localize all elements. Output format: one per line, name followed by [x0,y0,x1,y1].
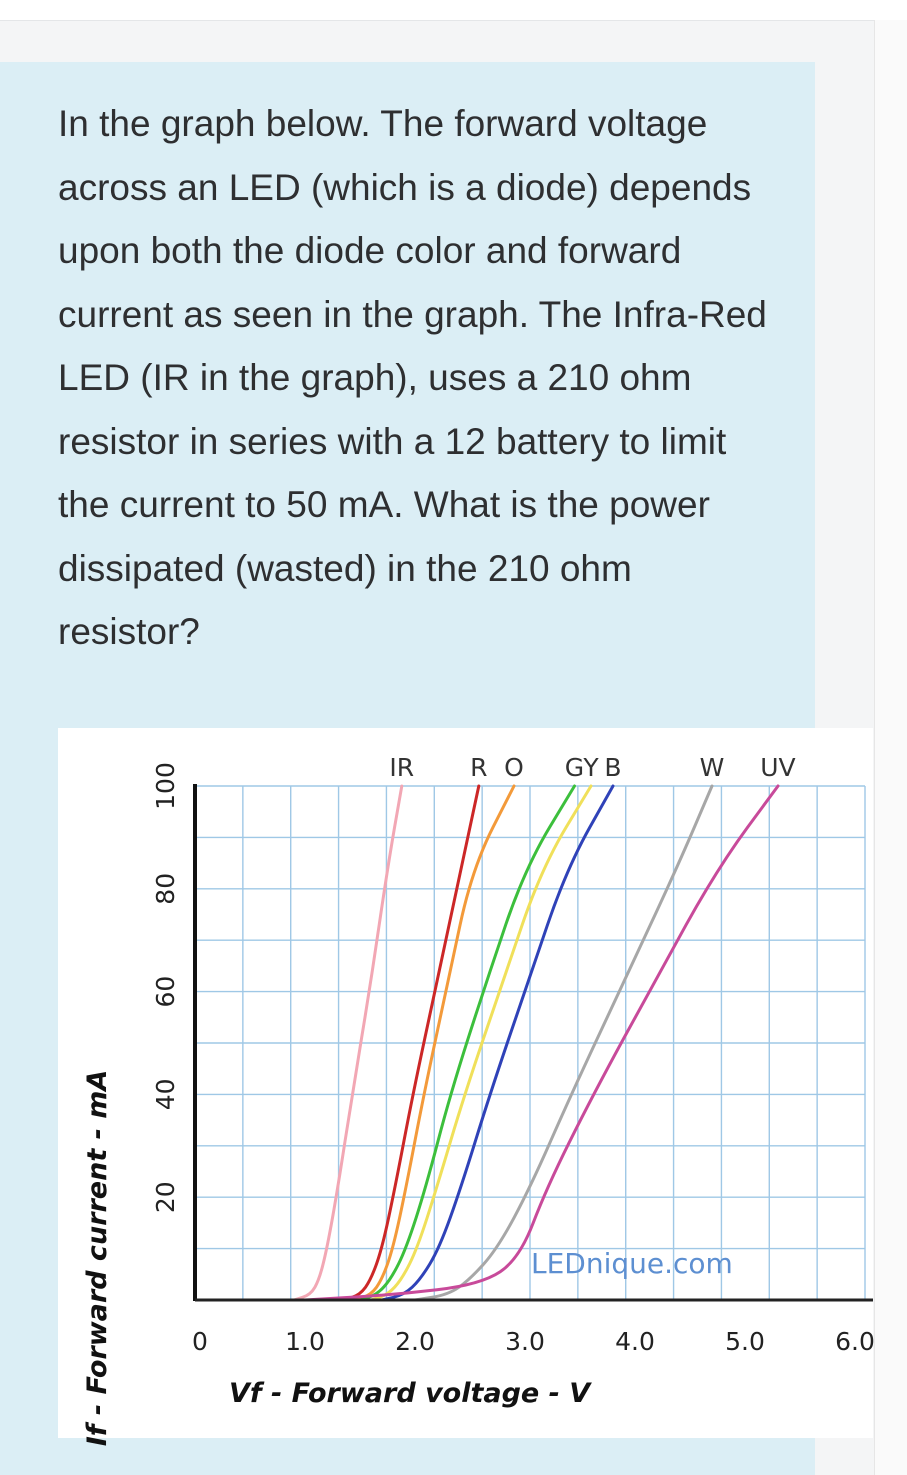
curve-label-uv: UV [760,753,795,782]
curve-label-r: R [470,753,487,782]
x-tick-label: 5.0 [725,1327,765,1356]
curve-o [353,784,516,1302]
y-tick-label: 40 [151,1078,180,1110]
led-iv-chart: IR R O G Y B W UV 20 40 60 80 100 0 1.0 2.0 3.0 4.0 5.0 6.… [82,753,875,1446]
curve-w [413,784,714,1302]
curve-ir [292,784,404,1302]
curve-label-ir: IR [389,753,414,782]
y-tick-label: 60 [151,976,180,1008]
scrollbar-track[interactable] [874,20,907,1475]
chart-panel: IR R O G Y B W UV 20 40 60 80 100 0 1.0 2.0 3.0 4.0 5.0 6.… [58,728,875,1446]
x-tick-label: 0 [192,1327,208,1356]
curve-label-b: B [604,753,621,782]
curve-label-w: W [700,753,725,782]
y-tick-label: 100 [151,762,180,810]
y-tick-label: 80 [151,873,180,905]
y-tick-label: 20 [151,1181,180,1213]
watermark: LEDnique.com [531,1247,733,1280]
curve-label-y: Y [582,753,599,782]
curve-label-g: G [565,753,584,782]
x-tick-label: 2.0 [395,1327,435,1356]
y-axis-title: If - Forward current - mA [82,1070,113,1447]
curve-uv [303,784,780,1302]
x-axis-title: Vf - Forward voltage - V [229,1378,592,1409]
axes: 20 40 60 80 100 0 1.0 2.0 3.0 4.0 5.0 6.0 [151,762,875,1356]
top-bar [0,0,907,21]
question-text: In the graph below. The forward voltage … [58,103,767,652]
x-tick-label: 4.0 [615,1327,655,1356]
curves: IR R O G Y B W UV [292,753,796,1302]
curve-r [342,784,481,1302]
x-tick-label: 1.0 [285,1327,325,1356]
grid [195,785,866,1301]
x-tick-label: 6.0 [835,1327,875,1356]
curve-g [358,784,576,1302]
x-tick-label: 3.0 [505,1327,545,1356]
curve-label-o: O [504,753,524,782]
